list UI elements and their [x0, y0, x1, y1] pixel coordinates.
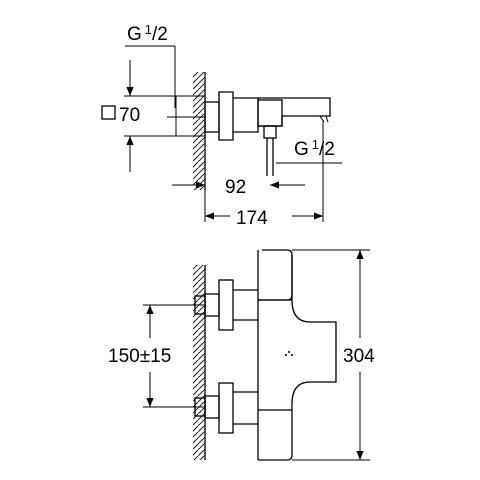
square-size-label: 70: [119, 105, 140, 126]
front-outlet-dot-3: [291, 354, 293, 356]
top-spout-joint: [257, 99, 283, 127]
front-wall-hatch: [193, 265, 205, 460]
dim304-label: 304: [343, 346, 375, 367]
thread-top-label: G 1/2: [127, 22, 168, 45]
dim92-label: 92: [225, 177, 246, 198]
front-upper-nut: [204, 293, 220, 317]
front-body-right: [258, 255, 337, 461]
top-spout: [258, 97, 331, 127]
top-body-left: [218, 91, 234, 141]
top-spout-outlet-2: [325, 115, 329, 123]
thread-side-label: G 1/2: [294, 137, 335, 160]
front-lower-nut: [204, 395, 220, 419]
top-outlet-nut: [263, 125, 277, 139]
front-view: 150±15 304: [108, 249, 375, 461]
front-outlet-dot-1: [288, 351, 290, 353]
top-body-main: [233, 97, 259, 133]
front-outlet-dot-2: [285, 354, 287, 356]
front-upper-rosette: [218, 279, 234, 331]
top-wall-hatch: [193, 72, 205, 190]
dim150-label: 150±15: [108, 346, 171, 367]
dim174-label: 174: [236, 208, 268, 229]
front-top-handle: [258, 249, 293, 301]
top-view: G 1/2 70 G 1/2 92 174: [101, 22, 342, 229]
front-lower-rosette: [218, 382, 234, 434]
top-connector-nut: [204, 101, 220, 133]
square-symbol-icon: [101, 105, 116, 120]
